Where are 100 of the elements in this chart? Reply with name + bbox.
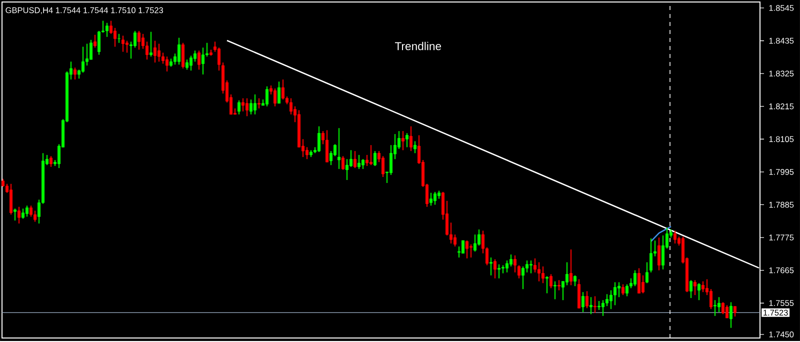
- candlestick: [709, 288, 713, 310]
- candlestick: [613, 282, 617, 306]
- candlestick: [469, 244, 473, 258]
- candlestick: [525, 260, 529, 274]
- candlestick: [541, 266, 545, 284]
- candlestick: [389, 144, 393, 176]
- candlestick: [717, 296, 721, 313]
- candlestick: [257, 98, 261, 110]
- candlestick: [185, 59, 189, 70]
- candlestick: [553, 280, 557, 300]
- candlestick: [589, 296, 593, 315]
- text: GBPUSD,H4 1.7544 1.7544 1.7510 1.7523: [6, 7, 164, 14]
- candlestick: [337, 128, 341, 170]
- candlestick: [305, 146, 309, 160]
- candlestick: [34, 210, 37, 222]
- candlestick: [49, 156, 53, 168]
- candlestick: [733, 306, 737, 318]
- candlestick: [549, 274, 553, 289]
- candlestick: [533, 258, 537, 274]
- candlestick: [17, 206, 21, 224]
- candlestick: [497, 264, 501, 279]
- candlestick: [657, 237, 661, 271]
- candlestick: [165, 56, 169, 72]
- candlestick: [137, 30, 141, 50]
- candlestick: [593, 296, 597, 314]
- candlestick: [333, 144, 337, 157]
- candlestick: [109, 20, 113, 35]
- candlestick: [517, 264, 521, 279]
- candlestick: [581, 292, 585, 313]
- candlestick: [317, 126, 321, 153]
- candlestick: [565, 262, 569, 286]
- candlestick: [409, 126, 413, 152]
- candlestick: [557, 280, 561, 291]
- candlestick: [649, 238, 653, 274]
- candlestick: [73, 67, 77, 80]
- candlestick: [477, 229, 481, 246]
- candlestick: [609, 290, 613, 310]
- candlestick: [25, 205, 29, 218]
- candlestick: [505, 260, 509, 274]
- candlestick: [245, 98, 249, 117]
- y-tick-label: 1.8435: [769, 38, 794, 44]
- candlestick: [433, 192, 437, 206]
- candlestick: [277, 81, 281, 104]
- candlestick: [489, 257, 493, 276]
- candlestick: [237, 100, 241, 116]
- candlestick: [265, 86, 269, 107]
- candlestick: [617, 282, 621, 298]
- y-tick-label: 1.8105: [769, 136, 794, 142]
- candlestick: [621, 284, 625, 296]
- candlestick: [189, 55, 193, 72]
- candlestick: [89, 39, 93, 60]
- candlestick: [353, 150, 357, 169]
- candlestick: [689, 280, 693, 299]
- candlestick: [14, 208, 17, 222]
- candlestick: [405, 132, 409, 148]
- ref-line-label: 1.7523: [764, 310, 788, 316]
- candlestick: [349, 150, 353, 168]
- candlestick: [369, 144, 373, 166]
- candlestick: [401, 130, 405, 151]
- candlestick: [365, 154, 369, 167]
- candlestick: [693, 280, 697, 296]
- candlestick: [465, 240, 469, 259]
- candlestick: [249, 99, 253, 116]
- candlestick: [217, 47, 221, 72]
- y-tick-label: 1.7995: [769, 169, 794, 175]
- candlestick: [545, 276, 549, 294]
- candlestick: [585, 290, 589, 309]
- candlestick: [633, 270, 637, 287]
- candlestick: [193, 50, 197, 62]
- y-tick-label: 1.7450: [769, 332, 794, 338]
- candlestick: [729, 302, 733, 328]
- candlestick: [345, 158, 349, 181]
- candlestick: [273, 88, 277, 107]
- candlestick: [453, 234, 457, 248]
- candlestick: [461, 240, 465, 254]
- candlestick: [721, 302, 725, 315]
- candlestick: [133, 30, 137, 48]
- candlestick: [341, 156, 345, 170]
- candlestick: [157, 43, 161, 62]
- candlestick: [145, 41, 149, 60]
- candlestick: [10, 183, 13, 216]
- y-tick-label: 1.7775: [769, 234, 794, 241]
- candlestick: [569, 249, 573, 286]
- y-tick-label: 1.7555: [769, 300, 794, 306]
- candlestick: [357, 154, 361, 170]
- y-tick-label: 1.8215: [769, 104, 794, 110]
- candlestick: [121, 35, 125, 52]
- candlestick: [153, 40, 157, 64]
- candlestick: [529, 260, 533, 274]
- candlestick: [161, 52, 165, 64]
- candlestick: [697, 282, 701, 301]
- candlestick: [105, 22, 109, 38]
- candlestick: [197, 50, 201, 70]
- candlestick: [413, 140, 417, 154]
- candlestick: [97, 30, 101, 56]
- candlestick: [605, 294, 609, 307]
- candlestick: [661, 235, 665, 270]
- candlestick: [113, 28, 117, 48]
- candlestick: [473, 234, 477, 252]
- candlestick: [537, 262, 541, 282]
